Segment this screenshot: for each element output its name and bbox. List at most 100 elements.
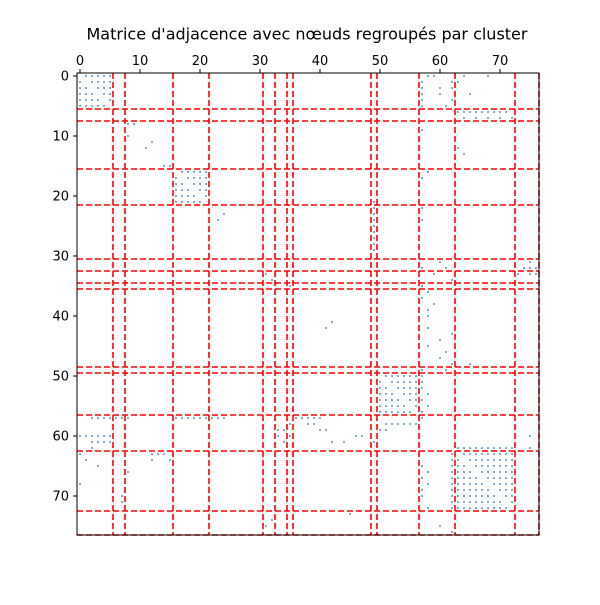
adjacency-point (391, 405, 393, 407)
y-tick-label: 0 (61, 70, 69, 85)
adjacency-point (391, 381, 393, 383)
adjacency-point (109, 441, 111, 443)
adjacency-point (499, 117, 501, 119)
adjacency-point (469, 447, 471, 449)
adjacency-point (127, 123, 129, 125)
adjacency-point (475, 447, 477, 449)
adjacency-point (91, 447, 93, 449)
adjacency-point (475, 111, 477, 113)
adjacency-point (397, 399, 399, 401)
adjacency-point (403, 423, 405, 425)
adjacency-point (493, 507, 495, 509)
adjacency-point (493, 453, 495, 455)
adjacency-point (439, 87, 441, 89)
adjacency-point (529, 261, 531, 263)
x-tick-label: 60 (432, 54, 449, 69)
adjacency-point (421, 93, 423, 95)
adjacency-point (451, 483, 453, 485)
adjacency-point (457, 465, 459, 467)
adjacency-point (385, 411, 387, 413)
x-tick-label: 20 (192, 54, 209, 69)
adjacency-point (121, 501, 123, 503)
adjacency-point (439, 93, 441, 95)
adjacency-point (427, 291, 429, 293)
adjacency-point (403, 411, 405, 413)
adjacency-point (199, 189, 201, 191)
adjacency-point (511, 477, 513, 479)
adjacency-point (103, 87, 105, 89)
adjacency-point (505, 489, 507, 491)
adjacency-point (463, 501, 465, 503)
adjacency-point (295, 417, 297, 419)
adjacency-point (505, 453, 507, 455)
adjacency-point (199, 201, 201, 203)
adjacency-point (199, 177, 201, 179)
adjacency-point (121, 417, 123, 419)
adjacency-point (511, 117, 513, 119)
adjacency-point (457, 501, 459, 503)
adjacency-point (415, 387, 417, 389)
adjacency-point (481, 483, 483, 485)
adjacency-point (187, 417, 189, 419)
adjacency-point (205, 417, 207, 419)
adjacency-point (103, 105, 105, 107)
adjacency-point (397, 381, 399, 383)
adjacency-point (97, 87, 99, 89)
adjacency-point (511, 471, 513, 473)
adjacency-point (457, 111, 459, 113)
adjacency-point (97, 435, 99, 437)
adjacency-point (79, 99, 81, 101)
adjacency-point (433, 273, 435, 275)
adjacency-point (463, 447, 465, 449)
adjacency-point (187, 201, 189, 203)
adjacency-point (91, 93, 93, 95)
adjacency-point (181, 183, 183, 185)
adjacency-point (451, 363, 453, 365)
adjacency-point (325, 327, 327, 329)
adjacency-point (421, 129, 423, 131)
adjacency-point (469, 459, 471, 461)
adjacency-point (463, 75, 465, 77)
adjacency-point (511, 453, 513, 455)
adjacency-point (427, 471, 429, 473)
adjacency-point (487, 465, 489, 467)
adjacency-point (451, 81, 453, 83)
adjacency-point (85, 105, 87, 107)
adjacency-point (517, 273, 519, 275)
adjacency-point (205, 189, 207, 191)
adjacency-point (199, 171, 201, 173)
adjacency-point (103, 93, 105, 95)
adjacency-point (487, 489, 489, 491)
adjacency-point (451, 471, 453, 473)
adjacency-point (451, 87, 453, 89)
adjacency-point (421, 105, 423, 107)
adjacency-point (493, 501, 495, 503)
adjacency-point (379, 405, 381, 407)
adjacency-point (433, 75, 435, 77)
adjacency-point (475, 477, 477, 479)
adjacency-point (439, 261, 441, 263)
adjacency-point (421, 465, 423, 467)
adjacency-point (529, 267, 531, 269)
adjacency-point (91, 105, 93, 107)
adjacency-point (529, 435, 531, 437)
adjacency-point (421, 477, 423, 479)
adjacency-point (487, 501, 489, 503)
adjacency-point (283, 429, 285, 431)
adjacency-point (265, 273, 267, 275)
adjacency-point (409, 411, 411, 413)
adjacency-point (373, 243, 375, 245)
adjacency-point (433, 303, 435, 305)
adjacency-point (463, 507, 465, 509)
adjacency-point (451, 495, 453, 497)
adjacency-point (409, 423, 411, 425)
adjacency-point (103, 441, 105, 443)
adjacency-point (487, 117, 489, 119)
adjacency-point (415, 381, 417, 383)
adjacency-point (427, 315, 429, 317)
adjacency-point (79, 81, 81, 83)
y-axis-ticks: 0 10 20 30 40 50 60 70 (52, 70, 77, 505)
adjacency-point (373, 219, 375, 221)
adjacency-point (451, 279, 453, 281)
adjacency-point (463, 153, 465, 155)
